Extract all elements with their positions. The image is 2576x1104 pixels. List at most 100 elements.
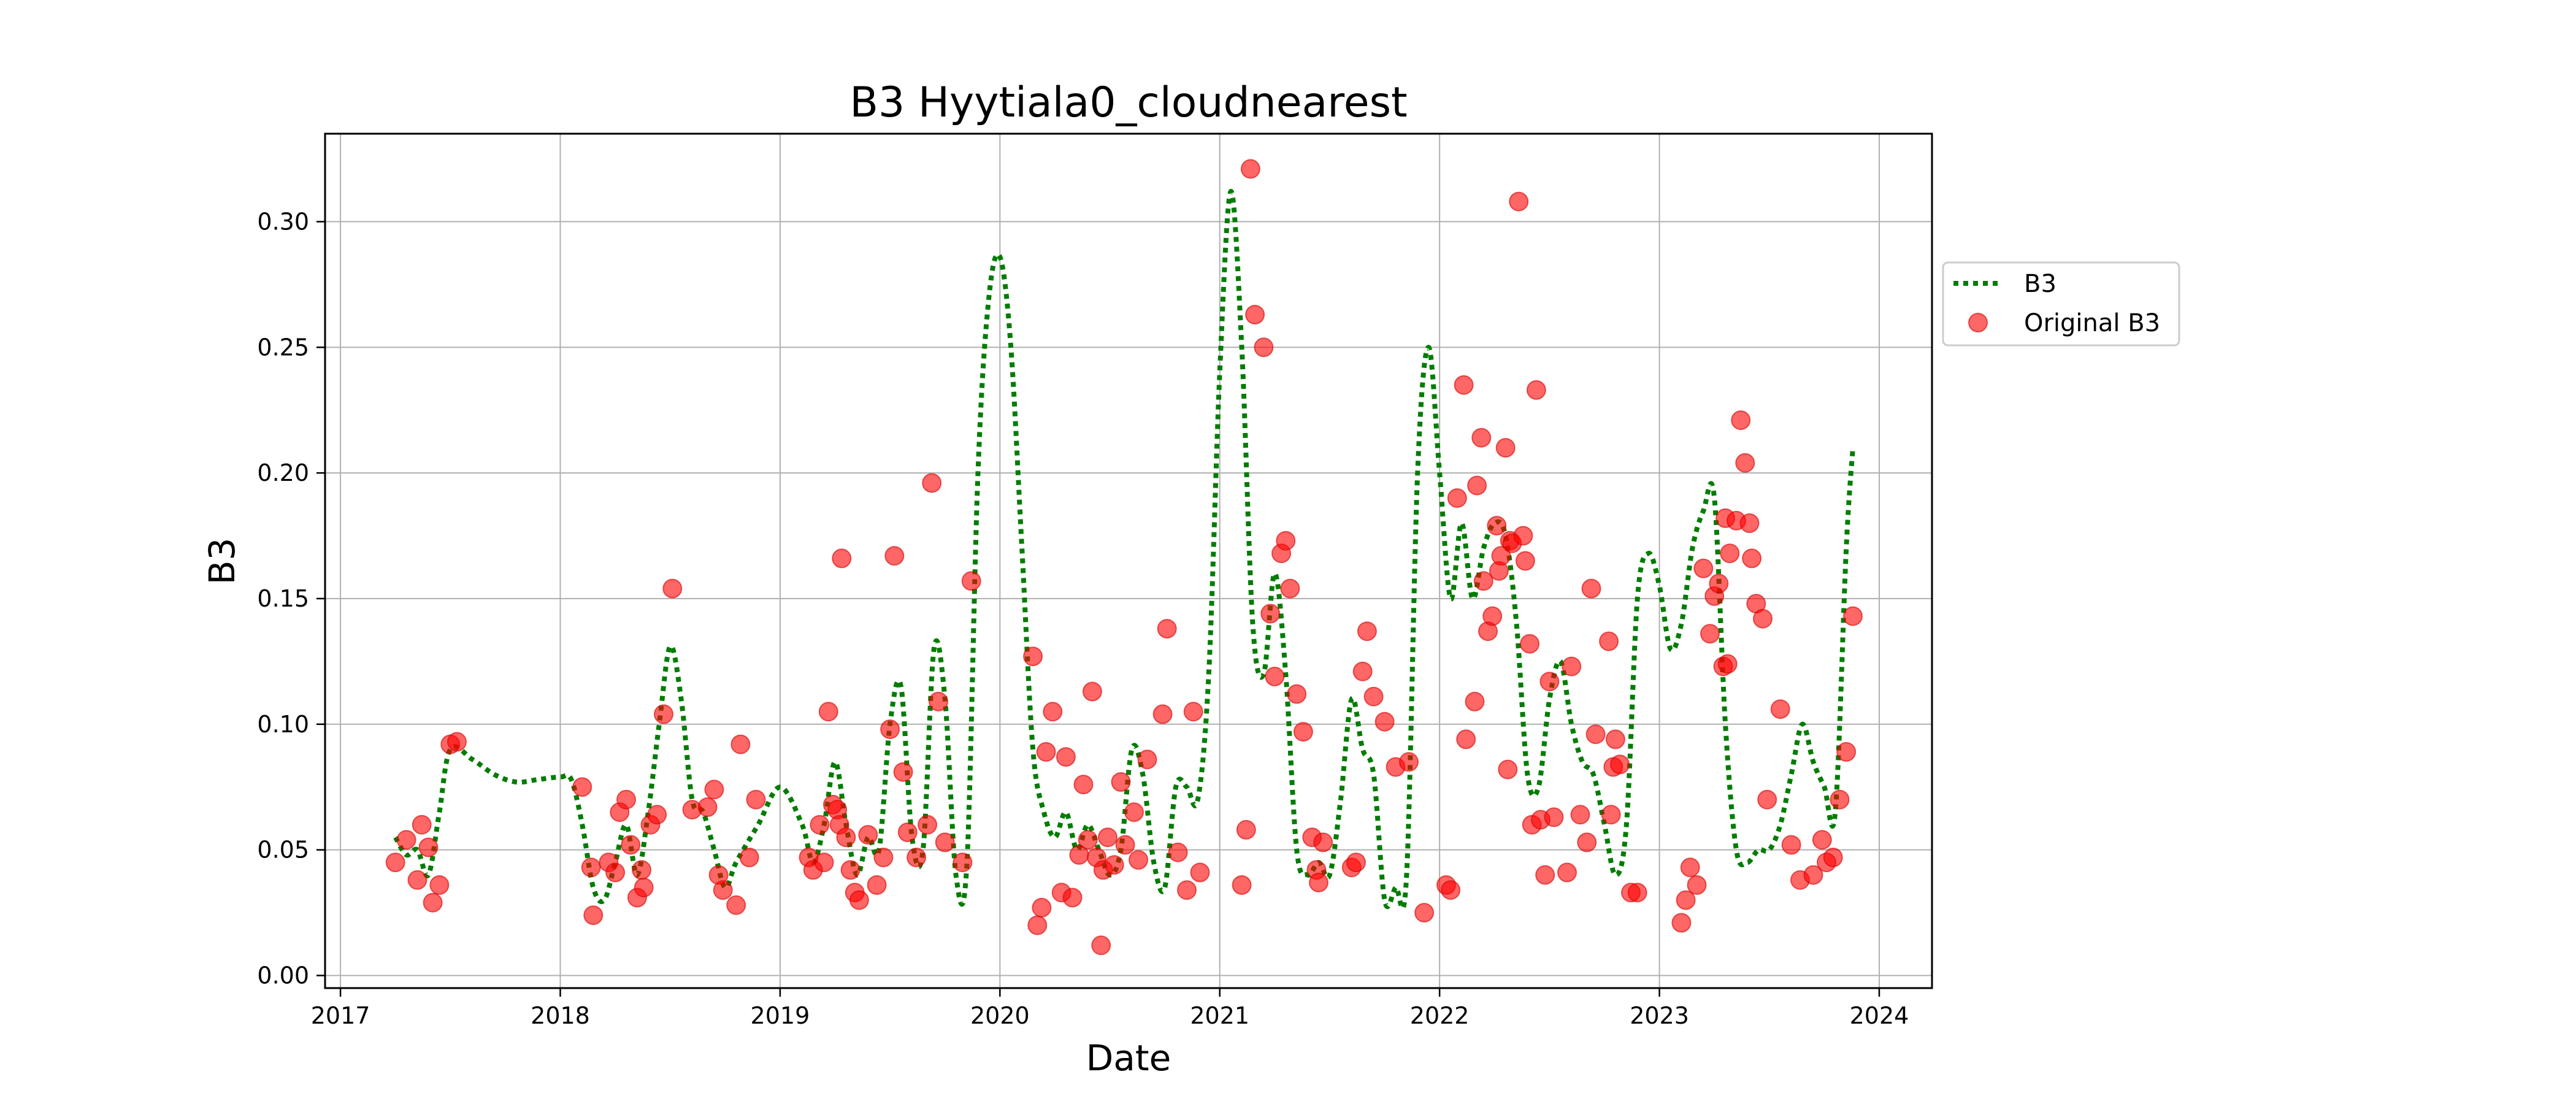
original-b3-point bbox=[1498, 759, 1518, 780]
original-b3-point bbox=[1177, 880, 1197, 900]
original-b3-point bbox=[1757, 789, 1777, 810]
original-b3-point bbox=[1471, 427, 1492, 448]
original-b3-point bbox=[814, 853, 834, 873]
original-b3-point bbox=[953, 853, 973, 873]
original-b3-point bbox=[1287, 684, 1307, 704]
y-tick-label: 0.25 bbox=[257, 334, 309, 361]
original-b3-point bbox=[836, 827, 856, 848]
original-b3-point bbox=[873, 848, 894, 867]
original-b3-point bbox=[616, 789, 636, 810]
original-b3-point bbox=[893, 762, 913, 782]
x-tick-label: 2022 bbox=[1410, 1002, 1470, 1029]
original-b3-point bbox=[713, 880, 733, 900]
original-b3-point bbox=[1482, 606, 1503, 626]
original-b3-point bbox=[697, 797, 718, 817]
original-b3-point bbox=[1770, 699, 1790, 719]
original-b3-point bbox=[1043, 702, 1063, 722]
original-b3-point bbox=[1735, 453, 1755, 473]
original-b3-point bbox=[654, 704, 673, 724]
original-b3-point bbox=[1781, 835, 1801, 855]
x-tick-label: 2024 bbox=[1850, 1002, 1909, 1029]
x-axis-title: Date bbox=[1086, 1037, 1171, 1079]
original-b3-point bbox=[1467, 475, 1487, 496]
original-b3-point bbox=[929, 691, 948, 711]
original-b3-point bbox=[1836, 742, 1857, 762]
original-b3-point bbox=[1812, 830, 1832, 850]
original-b3-point bbox=[1610, 754, 1630, 775]
original-b3-point bbox=[1557, 862, 1577, 883]
original-b3-point bbox=[1062, 887, 1083, 908]
original-b3-point bbox=[583, 905, 604, 926]
original-b3-point bbox=[1313, 832, 1333, 853]
x-tick-label: 2017 bbox=[311, 1002, 370, 1029]
original-b3-point bbox=[1027, 915, 1048, 935]
original-b3-point bbox=[1513, 526, 1533, 546]
original-b3-point bbox=[1104, 855, 1124, 875]
original-b3-point bbox=[1680, 857, 1700, 878]
original-b3-point bbox=[884, 546, 905, 566]
original-b3-point bbox=[581, 857, 601, 878]
original-b3-point bbox=[1491, 546, 1511, 566]
original-b3-point bbox=[935, 832, 955, 853]
y-tick-label: 0.00 bbox=[257, 962, 309, 989]
original-b3-point bbox=[423, 892, 443, 913]
original-b3-point bbox=[1073, 775, 1094, 795]
original-b3-point bbox=[726, 895, 746, 915]
original-b3-point bbox=[1823, 848, 1843, 867]
x-tick-label: 2019 bbox=[751, 1002, 810, 1029]
original-b3-point bbox=[1399, 752, 1419, 772]
original-b3-point bbox=[1115, 835, 1135, 855]
original-b3-point bbox=[1585, 724, 1606, 745]
original-b3-point bbox=[1293, 722, 1313, 742]
original-b3-point bbox=[1276, 531, 1296, 551]
x-tick-label: 2021 bbox=[1190, 1002, 1249, 1029]
legend: B3 Original B3 bbox=[1942, 261, 2180, 347]
original-b3-point bbox=[907, 848, 927, 867]
b3-line bbox=[393, 189, 1855, 911]
original-b3-point bbox=[1168, 842, 1188, 862]
original-b3-point bbox=[1098, 827, 1117, 848]
original-b3-point bbox=[858, 825, 878, 845]
original-b3-point bbox=[1676, 890, 1696, 910]
original-b3-point bbox=[1605, 729, 1625, 749]
original-b3-point bbox=[1742, 548, 1762, 569]
original-b3-point bbox=[1157, 619, 1177, 639]
original-b3-point bbox=[1137, 749, 1157, 770]
original-b3-point bbox=[1671, 913, 1692, 933]
original-b3-point bbox=[1357, 621, 1377, 642]
original-b3-point bbox=[1374, 711, 1395, 732]
original-b3-point bbox=[1454, 375, 1474, 395]
original-b3-point bbox=[1520, 634, 1540, 654]
original-b3-point bbox=[1346, 853, 1366, 873]
original-b3-point bbox=[1441, 880, 1461, 900]
original-b3-point bbox=[1236, 819, 1256, 840]
original-b3-point bbox=[1091, 935, 1111, 956]
original-b3-point bbox=[739, 848, 759, 867]
y-tick-label: 0.05 bbox=[257, 837, 309, 864]
original-b3-point bbox=[1495, 438, 1516, 458]
original-b3-point bbox=[1753, 608, 1773, 629]
original-b3-point bbox=[1830, 789, 1850, 810]
original-b3-point bbox=[1111, 772, 1131, 792]
original-b3-point bbox=[832, 548, 852, 569]
x-tick-label: 2018 bbox=[531, 1002, 590, 1029]
original-b3-point bbox=[1487, 516, 1507, 536]
original-b3-point bbox=[1078, 830, 1098, 850]
original-b3-point bbox=[1245, 305, 1265, 324]
original-b3-point bbox=[572, 777, 592, 797]
original-b3-point bbox=[1023, 646, 1043, 667]
original-b3-point bbox=[1082, 681, 1102, 702]
original-b3-point bbox=[1240, 159, 1260, 179]
original-b3-point bbox=[1414, 903, 1435, 923]
original-b3-point bbox=[418, 837, 439, 857]
original-b3-point bbox=[1687, 875, 1707, 895]
original-b3-point bbox=[1254, 337, 1274, 358]
original-b3-point bbox=[1190, 862, 1210, 883]
original-b3-point bbox=[1544, 807, 1564, 827]
original-b3-point bbox=[1627, 883, 1647, 903]
original-b3-point bbox=[412, 815, 432, 835]
original-b3-point bbox=[1352, 661, 1373, 681]
original-b3-point bbox=[605, 862, 626, 883]
original-b3-point bbox=[634, 878, 654, 898]
